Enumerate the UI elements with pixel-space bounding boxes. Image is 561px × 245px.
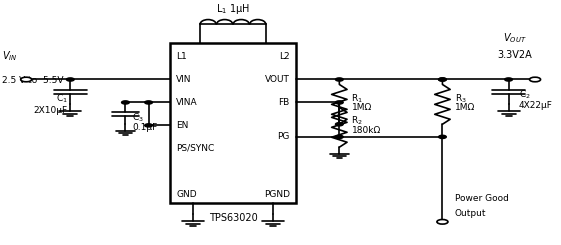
Text: C$_1$: C$_1$ (56, 93, 67, 105)
Text: VIN: VIN (176, 75, 192, 84)
Text: L1: L1 (176, 52, 187, 61)
Text: TPS63020: TPS63020 (209, 213, 257, 223)
Text: 4X22μF: 4X22μF (518, 101, 553, 110)
Text: FB: FB (278, 98, 289, 107)
Text: L2: L2 (279, 52, 289, 61)
Text: 1MΩ: 1MΩ (454, 103, 475, 112)
Text: L$_1$ 1μH: L$_1$ 1μH (216, 2, 250, 16)
Circle shape (439, 78, 447, 81)
Text: EN: EN (176, 121, 188, 130)
Text: V$_{IN}$: V$_{IN}$ (2, 50, 18, 63)
Text: PS/SYNC: PS/SYNC (176, 144, 214, 153)
Text: C$_3$: C$_3$ (132, 111, 144, 124)
Circle shape (530, 77, 541, 82)
Circle shape (335, 135, 343, 138)
Circle shape (437, 220, 448, 224)
Circle shape (21, 77, 32, 82)
Text: GND: GND (176, 190, 197, 199)
Text: Power Good: Power Good (454, 194, 508, 203)
Circle shape (335, 123, 343, 126)
Text: V$_{OUT}$: V$_{OUT}$ (503, 31, 527, 45)
Text: R$_3$: R$_3$ (454, 92, 466, 105)
Circle shape (439, 135, 447, 138)
Circle shape (505, 78, 512, 81)
Circle shape (66, 78, 74, 81)
Text: C$_2$: C$_2$ (518, 88, 530, 101)
Text: 180kΩ: 180kΩ (351, 126, 381, 135)
Text: 2X10μF: 2X10μF (34, 106, 67, 115)
Circle shape (335, 101, 343, 104)
Text: PG: PG (277, 132, 289, 141)
Circle shape (145, 101, 153, 104)
Circle shape (439, 78, 447, 81)
Text: VINA: VINA (176, 98, 198, 107)
Circle shape (335, 78, 343, 81)
Text: PGND: PGND (264, 190, 289, 199)
Text: 2.5 V to  5.5V: 2.5 V to 5.5V (2, 76, 64, 85)
Text: 1MΩ: 1MΩ (351, 103, 372, 112)
Circle shape (122, 101, 129, 104)
Text: 3.3V2A: 3.3V2A (498, 50, 532, 60)
Text: R$_1$: R$_1$ (351, 92, 364, 105)
Text: Output: Output (454, 209, 486, 218)
Text: 0.1μF: 0.1μF (132, 123, 157, 132)
Text: R$_2$: R$_2$ (351, 115, 363, 127)
Circle shape (145, 124, 153, 127)
Text: VOUT: VOUT (265, 75, 289, 84)
FancyBboxPatch shape (169, 43, 296, 203)
